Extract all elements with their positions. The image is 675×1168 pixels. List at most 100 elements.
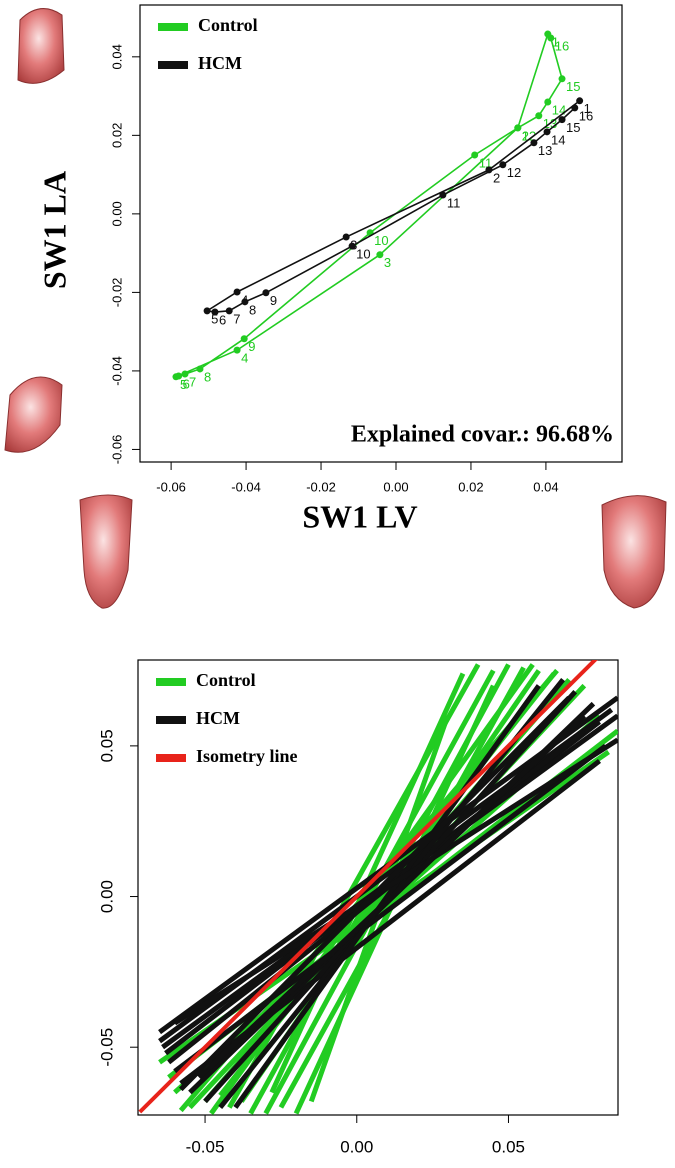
y-tick-label: -0.02 (109, 278, 124, 308)
y-axis-label: SW1 LA (36, 171, 72, 289)
point (471, 151, 479, 159)
point-label: 9 (248, 339, 255, 354)
point-label: 1 (584, 101, 591, 116)
y-tick-label: -0.05 (97, 1028, 116, 1067)
point-label: 13 (538, 143, 552, 158)
point-label: 8 (204, 369, 211, 384)
chart: -0.05 0.00 0.05 -0.05 0.00 0.05 Control HCM Isom… (97, 659, 619, 1156)
point (576, 97, 584, 105)
point-label: 14 (551, 132, 565, 147)
point-label: 10 (374, 233, 388, 248)
point-label: 6 (183, 376, 190, 391)
segment-line (173, 737, 618, 1026)
point (514, 124, 522, 132)
point-label: 14 (552, 102, 566, 117)
legend-label: Control (196, 670, 256, 690)
point (547, 34, 555, 42)
segment-line (173, 743, 608, 1074)
point (530, 139, 538, 147)
point-label: 5 (180, 377, 187, 392)
point-label: 6 (219, 312, 226, 327)
point-label: 2 (493, 170, 500, 185)
point (241, 298, 249, 306)
legend-label: Isometry line (196, 746, 297, 766)
point-label: 2 (522, 128, 529, 143)
point (196, 365, 204, 373)
legend-swatch (158, 23, 188, 31)
segment-line (179, 695, 571, 1092)
x-tick-label: 0.05 (492, 1137, 525, 1156)
segment-line (197, 713, 587, 1080)
legend-swatch (156, 716, 186, 724)
legend-swatch (156, 754, 186, 762)
y-tick-label: 0.02 (109, 123, 124, 148)
point (175, 372, 183, 380)
point (439, 191, 447, 199)
point-label: 11 (447, 195, 461, 210)
point-label: 9 (270, 293, 277, 308)
x-tick-label: 0.00 (340, 1137, 373, 1156)
point (544, 98, 552, 106)
point-label: 3 (384, 255, 391, 270)
annotation: Explained covar.: 96.68% (351, 422, 614, 448)
point-label: 5 (211, 311, 218, 326)
legend-label: Control (198, 15, 258, 35)
segment-line (138, 660, 598, 1114)
chart: -0.06 -0.04 -0.02 0.00 0.02 0.04 -0.06 -0.04 -0.… (36, 4, 623, 534)
point (558, 75, 566, 83)
legend-swatch (158, 61, 188, 69)
point-label: 8 (249, 302, 256, 317)
series-line (175, 33, 563, 378)
legend-swatch (156, 678, 186, 686)
x-tick-label: -0.05 (186, 1137, 225, 1156)
x-axis-label: SW1 LV (302, 498, 417, 534)
series-line (204, 100, 581, 313)
point (181, 370, 189, 378)
point (342, 233, 350, 241)
point-label: 7 (189, 374, 196, 389)
x-tick-label: -0.02 (306, 479, 336, 494)
y-tick-label: -0.04 (109, 356, 124, 386)
point (348, 242, 356, 250)
point (485, 166, 493, 174)
point-label: 7 (233, 311, 240, 326)
point (233, 288, 241, 296)
heart-icons (4, 8, 667, 609)
point (233, 346, 241, 354)
point-label: 15 (566, 120, 580, 135)
point-label: 4 (241, 351, 248, 366)
y-tick-label: 0.05 (97, 729, 116, 762)
point (543, 128, 551, 136)
point (535, 112, 543, 120)
point (499, 161, 507, 169)
point (203, 307, 211, 315)
legend-label: HCM (196, 708, 240, 728)
point (240, 335, 248, 343)
point (376, 251, 384, 259)
point (225, 307, 233, 315)
plot-frame (137, 659, 619, 1116)
point (211, 308, 219, 316)
segment-line (233, 684, 541, 1109)
point (558, 116, 566, 124)
x-tick-label: 0.04 (533, 479, 558, 494)
y-tick-label: 0.04 (109, 44, 124, 69)
y-tick-label: -0.06 (109, 435, 124, 465)
x-tick-label: -0.06 (156, 479, 186, 494)
point-label: 16 (579, 108, 593, 123)
point-label: 16 (555, 38, 569, 53)
point (262, 289, 270, 297)
x-tick-label: 0.00 (383, 479, 408, 494)
y-tick-label: 0.00 (97, 880, 116, 913)
point (571, 104, 579, 112)
plot-area (138, 660, 618, 1115)
plot-frame (139, 4, 623, 463)
x-tick-label: 0.02 (458, 479, 483, 494)
point-label: 1 (552, 34, 559, 49)
point-label: 15 (566, 79, 580, 94)
point-label: 10 (356, 247, 370, 262)
x-tick-label: -0.04 (231, 479, 261, 494)
legend-label: HCM (198, 53, 242, 73)
y-tick-label: 0.00 (109, 201, 124, 226)
